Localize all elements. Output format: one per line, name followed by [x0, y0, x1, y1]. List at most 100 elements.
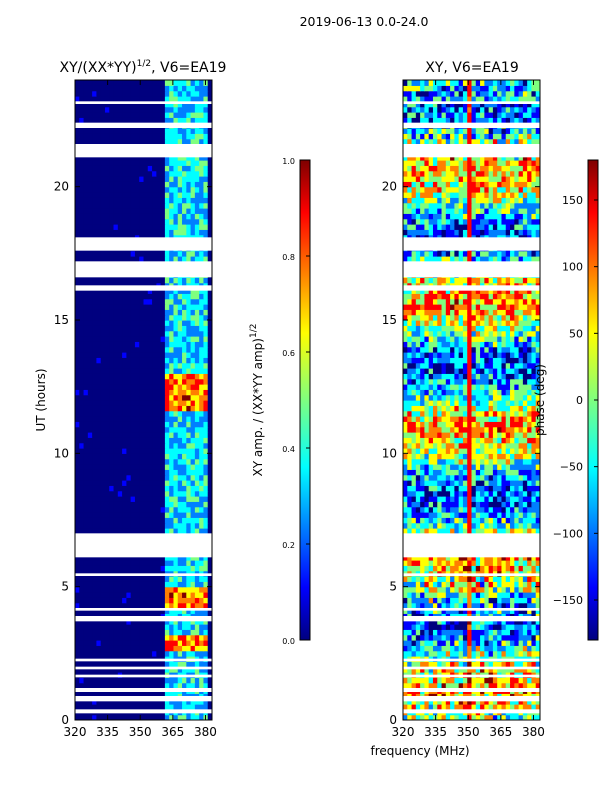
heatmap-cell	[203, 650, 209, 657]
heatmap-cell	[126, 320, 132, 326]
heatmap-cell	[147, 378, 153, 385]
heatmap-cell	[182, 362, 187, 369]
heatmap-cell	[428, 565, 434, 572]
heatmap-cell	[454, 634, 460, 641]
heatmap-cell	[177, 560, 183, 566]
heatmap-cell	[510, 560, 515, 566]
heatmap-cell	[75, 373, 80, 380]
heatmap-cell	[203, 208, 209, 214]
heatmap-cell	[160, 165, 166, 172]
heatmap-cell	[194, 154, 200, 161]
heatmap-cell	[109, 192, 115, 198]
heatmap-cell	[143, 661, 149, 668]
heatmap-cell	[147, 170, 153, 177]
colorbar-tick-label: 0.6	[282, 349, 295, 358]
heatmap-cell	[134, 597, 140, 604]
heatmap-cell	[75, 421, 80, 428]
heatmap-cell	[147, 442, 153, 449]
heatmap-cell	[79, 592, 85, 598]
heatmap-cell	[113, 181, 119, 188]
heatmap-cell	[87, 138, 93, 145]
heatmap-cell	[87, 336, 93, 342]
heatmap-cell	[75, 256, 80, 262]
heatmap-cell	[143, 677, 149, 684]
heatmap-cell	[117, 165, 123, 172]
heatmap-cell	[437, 661, 443, 668]
heatmap-cell	[160, 432, 166, 438]
heatmap-cell	[87, 224, 93, 230]
heatmap-cell	[96, 442, 102, 449]
heatmap-cell	[109, 101, 115, 108]
heatmap-cell	[156, 634, 162, 641]
heatmap-cell	[441, 682, 447, 689]
heatmap-cell	[169, 474, 175, 481]
heatmap-cell	[152, 368, 157, 374]
heatmap-cell	[173, 138, 179, 145]
heatmap-cell	[83, 288, 89, 294]
heatmap-cell	[104, 650, 110, 657]
heatmap-cell	[139, 405, 145, 412]
heatmap-cell	[92, 176, 98, 182]
heatmap-cell	[207, 416, 212, 422]
heatmap-cell	[522, 682, 528, 689]
heatmap-cell	[156, 496, 162, 502]
heatmap-cell	[92, 90, 98, 97]
heatmap-cell	[518, 682, 524, 689]
heatmap-cell	[169, 394, 175, 401]
heatmap-cell	[492, 640, 498, 646]
heatmap-cell	[152, 437, 157, 444]
heatmap-cell	[194, 224, 200, 230]
heatmap-cell	[126, 490, 132, 497]
heatmap-cell	[203, 133, 209, 140]
heatmap-cell	[100, 469, 106, 476]
heatmap-cell	[458, 677, 464, 684]
heatmap-cell	[83, 458, 89, 465]
heatmap-cell	[480, 634, 485, 641]
heatmap-cell	[139, 138, 145, 145]
heatmap-cell	[169, 378, 175, 385]
heatmap-cell	[199, 496, 205, 502]
heatmap-cell	[203, 346, 209, 353]
heatmap-cell	[501, 677, 507, 684]
heatmap-cell	[428, 576, 434, 582]
heatmap-cell	[177, 469, 183, 476]
heatmap-cell	[203, 288, 209, 294]
heatmap-cell	[164, 410, 170, 417]
heatmap-cell	[130, 133, 136, 140]
heatmap-cell	[199, 154, 205, 161]
heatmap-cell	[186, 501, 192, 508]
heatmap-cell	[79, 400, 85, 406]
heatmap-cell	[122, 602, 127, 609]
heatmap-cell	[164, 629, 170, 636]
heatmap-cell	[160, 629, 166, 636]
heatmap-cell	[79, 160, 85, 166]
heatmap-cell	[194, 666, 200, 673]
heatmap-cell	[177, 389, 183, 396]
heatmap-cell	[199, 389, 205, 396]
heatmap-cell	[160, 213, 166, 220]
heatmap-cell	[134, 293, 140, 300]
heatmap-cell	[156, 154, 162, 161]
heatmap-cell	[164, 480, 170, 486]
heatmap-cell	[134, 581, 140, 588]
heatmap-cell	[450, 661, 455, 668]
heatmap-cell	[160, 330, 166, 337]
heatmap-cell	[134, 80, 140, 86]
heatmap-cell	[190, 394, 196, 401]
heatmap-cell	[415, 608, 421, 614]
heatmap-cell	[143, 645, 149, 652]
heatmap-cell	[467, 602, 473, 609]
heatmap-cell	[117, 378, 123, 385]
heatmap-cell	[424, 565, 430, 572]
heatmap-cell	[126, 645, 132, 652]
heatmap-cell	[522, 650, 528, 657]
heatmap-cell	[160, 608, 166, 614]
heatmap-cell	[467, 645, 473, 652]
heatmap-cell	[113, 602, 119, 609]
heatmap-cell	[87, 341, 93, 348]
heatmap-cell	[83, 277, 89, 284]
heatmap-cell	[134, 464, 140, 470]
heatmap-cell	[177, 256, 183, 262]
heatmap-cell	[104, 314, 110, 321]
heatmap-cell	[199, 554, 205, 561]
